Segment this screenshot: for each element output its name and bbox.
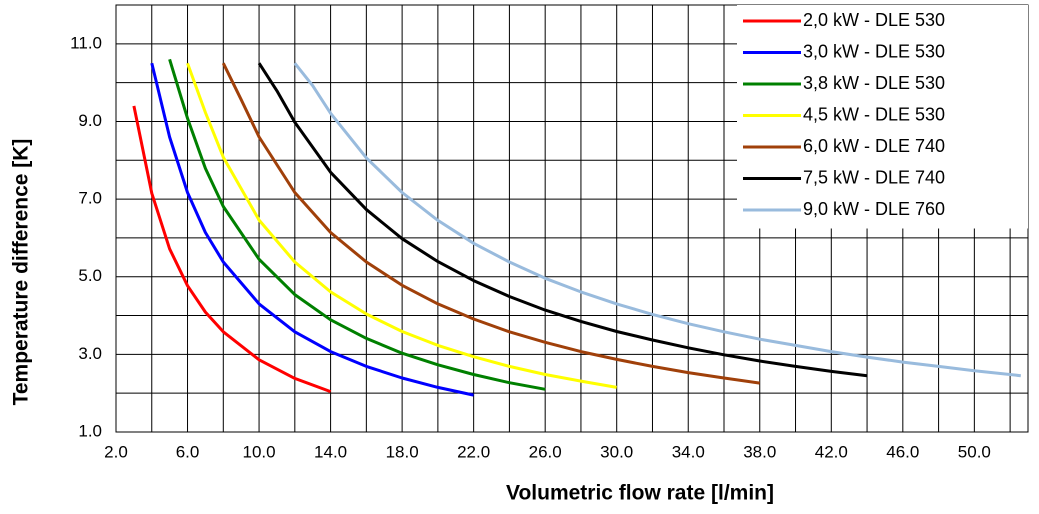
y-axis-title: Temperature difference [K] bbox=[10, 139, 33, 406]
line-series bbox=[132, 105, 332, 394]
line-series bbox=[221, 62, 761, 385]
legend-label: 3,8 kW - DLE 530 bbox=[803, 73, 945, 93]
x-tick-label: 30.0 bbox=[600, 442, 633, 461]
x-tick-label: 2.0 bbox=[104, 442, 128, 461]
legend-label: 6,0 kW - DLE 740 bbox=[803, 136, 945, 156]
y-tick-label: 11.0 bbox=[70, 33, 102, 52]
legend-label: 9,0 kW - DLE 760 bbox=[803, 199, 945, 219]
legend-label: 2,0 kW - DLE 530 bbox=[803, 10, 945, 30]
legend: 2,0 kW - DLE 530 3,0 kW - DLE 530 3,8 kW -… bbox=[737, 5, 1028, 229]
x-tick-label: 26.0 bbox=[529, 442, 562, 461]
y-tick-label: 3.0 bbox=[78, 344, 102, 363]
x-tick-label: 50.0 bbox=[958, 442, 991, 461]
x-tick-label: 34.0 bbox=[672, 442, 705, 461]
x-tick-label: 22.0 bbox=[457, 442, 490, 461]
line-series bbox=[293, 62, 1021, 378]
x-tick-label: 14.0 bbox=[314, 442, 347, 461]
line-series bbox=[186, 62, 617, 389]
x-axis-title: Volumetric flow rate [l/min] bbox=[506, 482, 774, 505]
y-tick-label: 7.0 bbox=[78, 189, 102, 208]
y-tick-label: 5.0 bbox=[78, 266, 102, 285]
x-tick-label: 42.0 bbox=[815, 442, 848, 461]
line-series bbox=[168, 58, 546, 391]
line-series bbox=[257, 62, 868, 378]
x-tick-label: 38.0 bbox=[743, 442, 776, 461]
legend-label: 7,5 kW - DLE 740 bbox=[803, 167, 945, 187]
x-tick-label: 18.0 bbox=[386, 442, 419, 461]
y-tick-label: 1.0 bbox=[78, 421, 102, 440]
line-series bbox=[150, 62, 474, 397]
legend-label: 4,5 kW - DLE 530 bbox=[803, 104, 945, 124]
y-tick-label: 9.0 bbox=[78, 111, 102, 130]
x-tick-label: 46.0 bbox=[886, 442, 919, 461]
x-tick-label: 6.0 bbox=[176, 442, 200, 461]
legend-label: 3,0 kW - DLE 530 bbox=[803, 41, 945, 61]
x-tick-label: 10.0 bbox=[243, 442, 276, 461]
